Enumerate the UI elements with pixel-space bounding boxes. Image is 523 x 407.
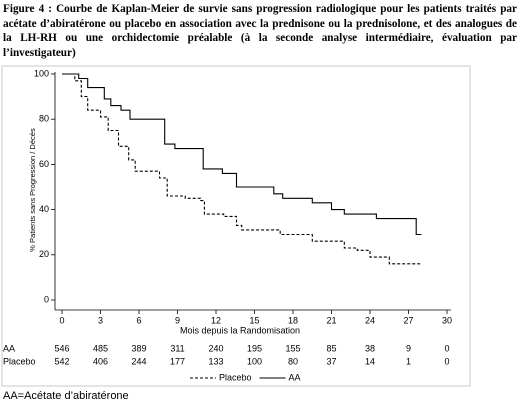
risk-count: 0 (444, 356, 449, 366)
risk-count: 133 (208, 356, 223, 366)
x-tick-label: 27 (403, 315, 413, 325)
x-tick-label: 21 (326, 315, 336, 325)
footnote: AA=Acétate d’abiratérone (3, 390, 129, 402)
legend-label: AA (289, 372, 301, 382)
x-tick-label: 24 (365, 315, 375, 325)
figure-title: Figure 4 : Courbe de Kaplan-Meier de sur… (3, 3, 517, 59)
x-tick-label: 3 (98, 315, 103, 325)
risk-count: 155 (285, 343, 300, 353)
y-tick-label: 100 (34, 68, 49, 78)
risk-count: 14 (365, 356, 375, 366)
risk-count: 85 (326, 343, 336, 353)
risk-row-label: AA (3, 343, 15, 353)
risk-row-label: Placebo (3, 356, 36, 366)
x-tick-label: 30 (442, 315, 452, 325)
y-tick-label: 60 (39, 159, 49, 169)
survival-curve (62, 73, 422, 265)
risk-count: 485 (93, 343, 108, 353)
risk-count: 546 (54, 343, 69, 353)
y-tick-label: 80 (39, 114, 49, 124)
risk-count: 37 (326, 356, 336, 366)
risk-count: 389 (131, 343, 146, 353)
risk-count: 177 (170, 356, 185, 366)
risk-count: 244 (131, 356, 146, 366)
risk-count: 0 (444, 343, 449, 353)
risk-count: 542 (54, 356, 69, 366)
risk-count: 406 (93, 356, 108, 366)
risk-count: 80 (288, 356, 298, 366)
risk-count: 240 (208, 343, 223, 353)
chart-frame (1, 65, 471, 387)
x-tick-label: 12 (211, 315, 221, 325)
y-tick-label: 0 (44, 294, 49, 304)
risk-count: 195 (247, 343, 262, 353)
risk-count: 100 (247, 356, 262, 366)
risk-count: 311 (170, 343, 184, 353)
survival-curve (62, 73, 422, 236)
x-axis-label: Mois depuis la Randomisation (180, 325, 300, 335)
x-tick-label: 0 (59, 315, 64, 325)
x-tick-label: 9 (175, 315, 180, 325)
risk-count: 38 (365, 343, 375, 353)
legend-label: Placebo (219, 372, 252, 382)
y-tick-label: 20 (39, 249, 49, 259)
risk-count: 1 (406, 356, 411, 366)
y-axis-label: % Patients sans Progression / Décès (28, 128, 37, 252)
x-tick-label: 18 (288, 315, 298, 325)
y-tick-label: 40 (39, 204, 49, 214)
x-tick-label: 15 (249, 315, 259, 325)
x-tick-label: 6 (136, 315, 141, 325)
risk-count: 9 (406, 343, 411, 353)
